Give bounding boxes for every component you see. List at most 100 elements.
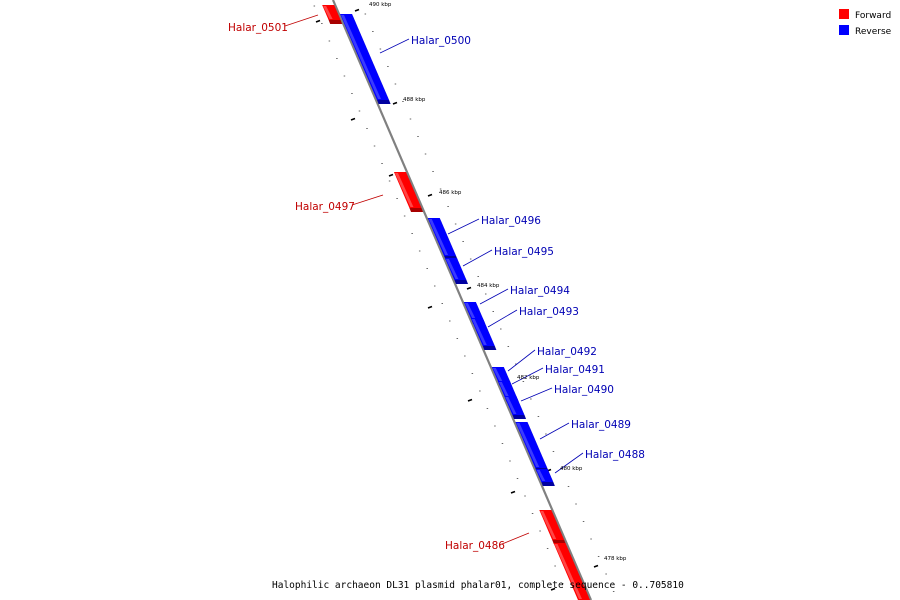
gene-halar-0495[interactable]	[444, 258, 468, 284]
gene-halar-0493[interactable]	[470, 318, 497, 350]
coordinate-label-group: 490 kbp 488 kbp 486 kbp 484 kbp 482 kbp 480 k…	[369, 2, 627, 562]
gene-halar-0490[interactable]	[504, 396, 527, 419]
sequence-caption: Halophilic archaeon DL31 plasmid phalar0…	[272, 580, 684, 591]
gene-box-bevel	[405, 172, 424, 212]
gene-leader-line	[511, 367, 544, 385]
gene-label[interactable]: Halar_0500	[411, 35, 471, 47]
gene-box-highlight	[536, 470, 546, 481]
gene-box-highlight	[445, 259, 459, 279]
gene-label[interactable]: Halar_0488	[585, 449, 645, 461]
gene-label[interactable]: Halar_0501	[228, 22, 288, 34]
gene-label[interactable]: Halar_0496	[481, 215, 541, 227]
gene-box-bevel	[328, 20, 343, 24]
gene-leader-line	[507, 349, 536, 372]
gene-leader-line	[554, 452, 584, 474]
gene-label[interactable]: Halar_0490	[554, 384, 614, 396]
gene-box-highlight	[554, 544, 582, 599]
gene-box-highlight	[464, 303, 476, 319]
major-tick	[388, 173, 394, 177]
gene-label[interactable]: Halar_0489	[571, 419, 631, 431]
major-tick	[593, 564, 599, 568]
gene-label-group: Halar_0501 Halar_0500 Halar_0497 Halar_0496…	[228, 14, 645, 552]
coordinate-label: 486 kbp	[439, 190, 462, 196]
gene-box-highlight	[492, 368, 503, 381]
gene-halar-0501[interactable]	[322, 5, 343, 24]
gene-box-highlight	[428, 219, 449, 255]
gene-box-highlight	[516, 423, 540, 467]
gene-halar-0497[interactable]	[393, 172, 424, 212]
gene-box-bevel	[547, 469, 555, 486]
gene-halar-0488[interactable]	[535, 469, 555, 486]
major-tick	[315, 19, 321, 23]
gene-box-highlight	[341, 15, 381, 99]
coordinate-label: 484 kbp	[477, 283, 500, 289]
gene-leader-line	[379, 38, 410, 54]
gene-box-bevel	[512, 415, 527, 419]
major-tick	[427, 193, 433, 197]
gene-leader-line	[284, 14, 319, 27]
legend-forward-label: Forward	[855, 11, 891, 21]
gene-box-bevel	[565, 543, 590, 600]
gene-label[interactable]: Halar_0494	[510, 285, 570, 297]
gene-leader-line	[462, 249, 493, 267]
gene-box-highlight	[394, 173, 414, 207]
gene-leader-line	[539, 422, 570, 440]
gene-leader-line	[487, 309, 518, 328]
gene-box-highlight	[323, 6, 333, 19]
major-tick	[467, 398, 473, 402]
coordinate-label: 482 kbp	[517, 375, 540, 381]
gene-box-bevel	[377, 100, 391, 104]
gene-box-highlight	[471, 319, 487, 345]
gene-box-highlight	[540, 511, 557, 539]
gene-label[interactable]: Halar_0492	[537, 346, 597, 358]
gene-label[interactable]: Halar_0491	[545, 364, 605, 376]
major-tick	[510, 490, 516, 494]
gene-halar-0489[interactable]	[515, 422, 549, 472]
gene-box-highlight	[498, 382, 510, 397]
gene-box-bevel	[454, 280, 468, 284]
gene-unnamed[interactable]	[553, 543, 591, 600]
major-tick	[350, 117, 356, 121]
major-tick	[466, 286, 472, 290]
gene-box-bevel	[482, 318, 497, 350]
gene-label[interactable]: Halar_0495	[494, 246, 554, 258]
gene-box-bevel	[482, 346, 497, 350]
legend: Forward Reverse	[839, 9, 892, 37]
coordinate-label: 488 kbp	[403, 97, 426, 103]
gene-label[interactable]: Halar_0493	[519, 306, 579, 318]
gene-leader-line	[501, 532, 530, 545]
major-tick	[550, 587, 556, 591]
gene-box-bevel	[456, 258, 468, 284]
gene-box-bevel	[527, 422, 549, 472]
gene-group	[322, 5, 591, 600]
major-tick	[427, 305, 433, 309]
gene-label[interactable]: Halar_0497	[295, 201, 355, 213]
major-tick	[354, 8, 360, 12]
major-tick-group	[315, 8, 599, 591]
coordinate-label: 490 kbp	[369, 2, 392, 8]
gene-leader-line	[479, 288, 509, 305]
gene-label[interactable]: Halar_0486	[445, 540, 505, 552]
legend-forward-swatch	[839, 9, 849, 19]
gene-box-highlight	[505, 397, 517, 414]
gene-box-bevel	[551, 510, 566, 544]
minor-tick-group	[313, 5, 615, 592]
gene-box-bevel	[352, 14, 391, 104]
gene-halar-0500[interactable]	[340, 14, 391, 104]
gene-box-bevel	[439, 218, 458, 260]
legend-reverse-swatch	[839, 25, 849, 35]
gene-box-bevel	[334, 5, 343, 24]
gene-halar-0486[interactable]	[539, 510, 566, 544]
gene-leader-line	[447, 218, 480, 235]
coordinate-label: 480 kbp	[560, 466, 583, 472]
gene-box-bevel	[409, 208, 424, 212]
major-tick	[392, 101, 398, 105]
coordinate-label: 478 kbp	[604, 556, 627, 562]
legend-reverse-label: Reverse	[855, 27, 892, 37]
gene-box-bevel	[541, 482, 555, 486]
sequence-backbone	[331, 0, 593, 600]
gene-box-bevel	[516, 396, 527, 419]
gene-leader-line	[520, 387, 553, 402]
gene-leader-line	[351, 194, 384, 206]
